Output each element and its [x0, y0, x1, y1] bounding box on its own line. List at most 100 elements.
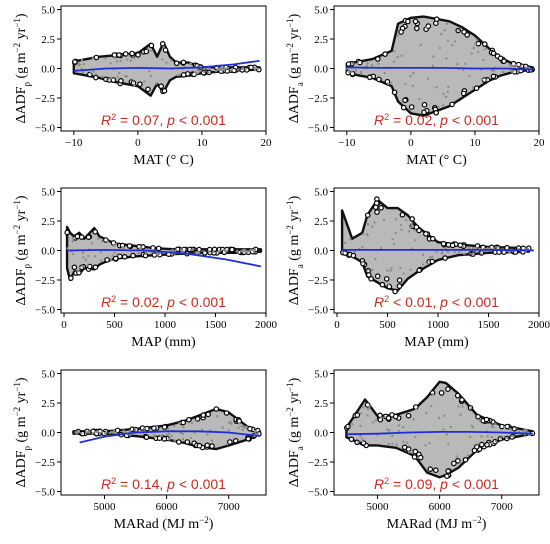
density-point	[461, 245, 465, 248]
density-point	[435, 86, 438, 89]
density-point	[216, 68, 220, 72]
x-tick-label: 2000	[528, 319, 550, 331]
density-point	[414, 435, 417, 438]
x-tick-label: 10	[196, 137, 208, 149]
density-point	[390, 81, 393, 85]
scatter-point	[159, 40, 166, 47]
scatter-point	[110, 77, 117, 83]
density-point	[171, 248, 174, 252]
scatter-point	[501, 58, 507, 65]
density-point	[167, 432, 171, 435]
density-point	[391, 434, 394, 438]
density-point	[354, 69, 358, 72]
scatter-point	[411, 454, 418, 460]
scatter-point	[421, 109, 427, 116]
panel-6: −5.0 −2.5 0.0 2.5 5.0 5000 6000 7000 MARad (MJ m…	[285, 369, 540, 532]
density-point	[390, 267, 393, 270]
y-tick-label: 0.0	[41, 428, 55, 440]
scatter-point	[180, 59, 187, 66]
scatter-point	[391, 89, 398, 96]
density-point	[127, 54, 130, 57]
x-tick-label: 0	[135, 137, 141, 149]
r-squared-label: R2 = 0.02, p < 0.001	[101, 294, 226, 310]
density-point	[416, 456, 420, 459]
scatter-point	[440, 240, 447, 247]
density-point	[111, 254, 114, 257]
density-point	[149, 49, 152, 53]
scatter-point	[143, 48, 150, 55]
density-point	[512, 435, 515, 438]
density-point	[134, 428, 137, 432]
density-point	[104, 57, 107, 60]
density-point	[399, 267, 402, 270]
scatter-point	[413, 224, 420, 230]
y-tick-label: 0.0	[314, 64, 328, 76]
fit-line	[342, 249, 534, 252]
scatter-point	[379, 281, 386, 288]
y-tick-label: 5.0	[314, 187, 328, 199]
scatter-point	[490, 73, 497, 80]
density-point	[397, 424, 400, 427]
scatter-point	[405, 412, 412, 419]
density-point	[494, 422, 497, 426]
density-point	[179, 431, 182, 435]
density-point	[216, 415, 219, 418]
density-point	[167, 427, 170, 431]
density-point	[174, 248, 178, 251]
density-point	[198, 69, 202, 72]
density-point	[236, 251, 240, 254]
scatter-point	[366, 74, 373, 81]
density-point	[418, 97, 421, 101]
density-point	[525, 66, 529, 69]
scatter-point	[126, 243, 133, 249]
density-point	[189, 436, 193, 440]
density-point	[180, 248, 183, 251]
density-point	[210, 439, 214, 442]
scatter-point	[399, 212, 406, 218]
density-point	[480, 78, 484, 81]
density-point	[445, 433, 449, 436]
scatter-point	[148, 42, 155, 49]
density-point	[508, 250, 511, 254]
scatter-point	[161, 436, 168, 442]
density-point	[114, 243, 118, 246]
density-point	[133, 84, 136, 87]
density-point	[359, 424, 362, 428]
scatter-point	[204, 442, 211, 449]
x-axis-label: MAP (mm)	[131, 335, 196, 350]
x-tick-label: 500	[379, 319, 396, 331]
density-point	[475, 246, 478, 249]
density-point	[430, 404, 433, 408]
x-tick-label: 0	[334, 319, 340, 331]
scatter-point	[248, 64, 254, 71]
density-point	[90, 242, 94, 245]
density-point	[438, 47, 441, 50]
density-point	[165, 61, 168, 64]
density-point	[506, 436, 509, 440]
density-point	[66, 247, 69, 250]
scatter-point	[368, 275, 374, 282]
r-squared-label: R2 = 0.14, p < 0.001	[101, 476, 226, 492]
density-point	[445, 95, 448, 99]
density-point	[149, 74, 153, 78]
y-tick-label: 0.0	[41, 64, 55, 76]
density-point	[253, 429, 257, 433]
density-point	[428, 441, 431, 445]
density-point	[160, 434, 163, 438]
scatter-point	[374, 56, 381, 62]
density-point	[86, 264, 90, 267]
scatter-point	[186, 416, 192, 423]
fit-line	[73, 59, 260, 72]
scatter-point	[421, 101, 428, 108]
density-point	[404, 83, 407, 86]
density-point	[196, 68, 199, 72]
r-squared-label: R2 < 0.01, p < 0.001	[374, 294, 499, 310]
density-point	[468, 75, 471, 78]
density-point	[380, 416, 383, 419]
density-point	[82, 62, 86, 66]
y-tick-label: 2.5	[41, 34, 55, 46]
scatter-point	[392, 413, 399, 420]
density-point	[359, 434, 362, 437]
scatter-point	[184, 439, 191, 445]
density-point	[142, 427, 146, 430]
